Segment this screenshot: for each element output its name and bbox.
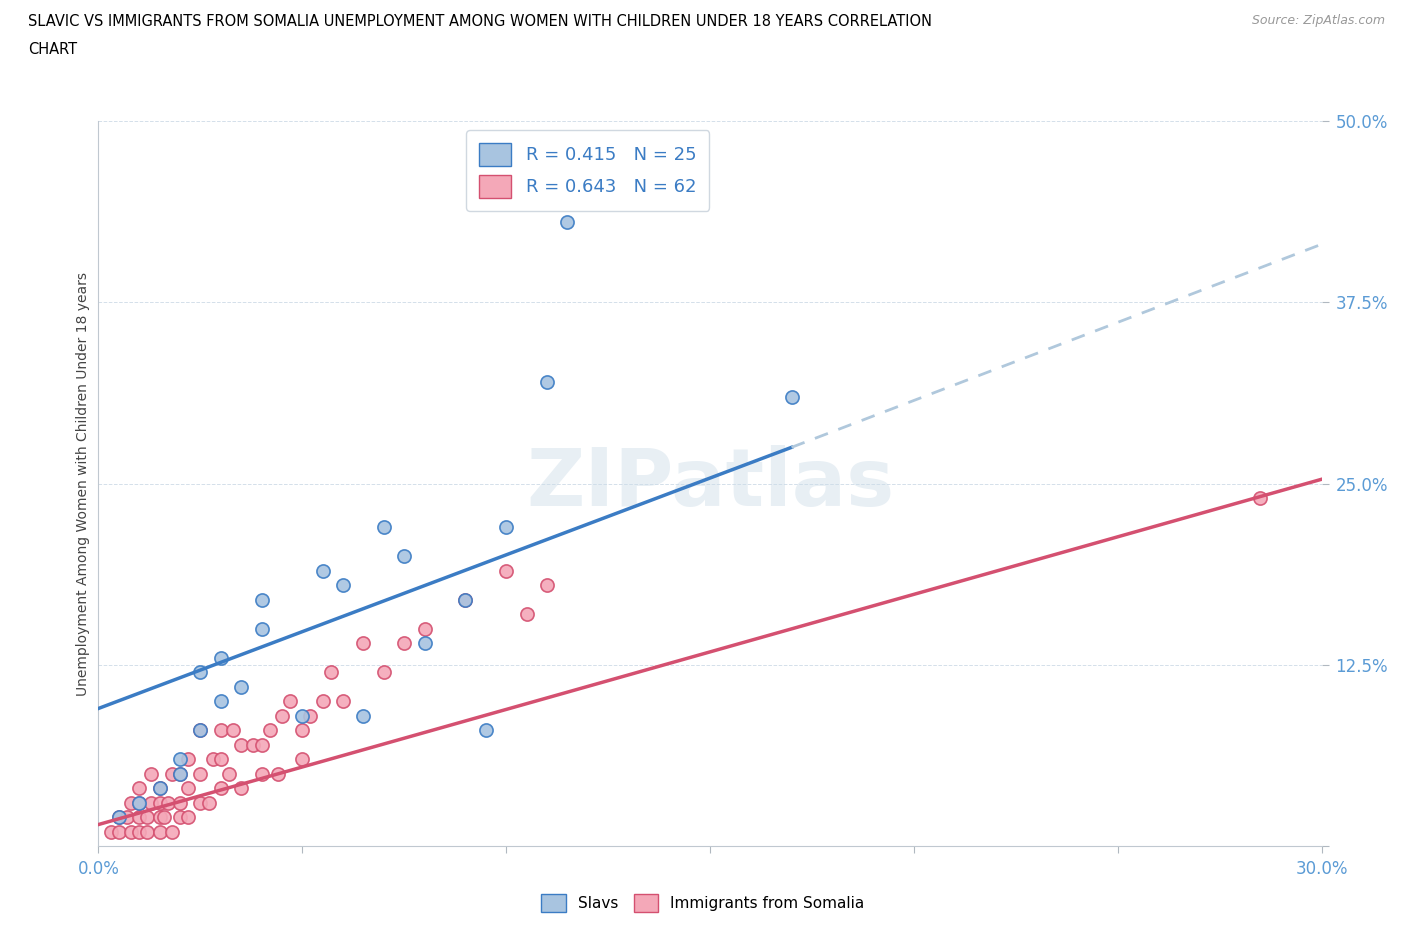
- Point: [352, 636, 374, 651]
- Point: [141, 795, 163, 810]
- Point: [188, 795, 212, 810]
- Point: [120, 795, 142, 810]
- Point: [332, 694, 354, 709]
- Point: [160, 824, 183, 839]
- Point: [495, 564, 517, 578]
- Point: [169, 810, 191, 825]
- Point: [115, 810, 138, 825]
- Point: [231, 737, 253, 752]
- Point: [250, 737, 273, 752]
- Point: [250, 592, 273, 607]
- Point: [177, 751, 200, 766]
- Point: [209, 723, 232, 737]
- Y-axis label: Unemployment Among Women with Children Under 18 years: Unemployment Among Women with Children U…: [76, 272, 90, 696]
- Point: [209, 781, 232, 796]
- Point: [373, 520, 395, 535]
- Point: [128, 810, 150, 825]
- Point: [156, 795, 179, 810]
- Point: [136, 810, 159, 825]
- Point: [516, 606, 538, 621]
- Point: [250, 621, 273, 636]
- Point: [413, 621, 436, 636]
- Point: [270, 709, 294, 724]
- Point: [250, 766, 273, 781]
- Point: [128, 795, 150, 810]
- Text: SLAVIC VS IMMIGRANTS FROM SOMALIA UNEMPLOYMENT AMONG WOMEN WITH CHILDREN UNDER 1: SLAVIC VS IMMIGRANTS FROM SOMALIA UNEMPL…: [28, 14, 932, 29]
- Point: [169, 766, 191, 781]
- Point: [149, 795, 172, 810]
- Point: [780, 389, 803, 404]
- Point: [169, 751, 191, 766]
- Point: [536, 578, 558, 592]
- Point: [312, 564, 335, 578]
- Point: [291, 751, 314, 766]
- Point: [149, 781, 172, 796]
- Point: [1249, 491, 1271, 506]
- Point: [555, 215, 579, 230]
- Point: [291, 723, 314, 737]
- Point: [197, 795, 219, 810]
- Text: ZIPatlas: ZIPatlas: [526, 445, 894, 523]
- Point: [108, 824, 131, 839]
- Point: [392, 549, 416, 564]
- Point: [291, 709, 314, 724]
- Point: [108, 810, 131, 825]
- Point: [319, 665, 342, 680]
- Point: [128, 781, 150, 796]
- Point: [152, 810, 174, 825]
- Point: [222, 723, 245, 737]
- Point: [108, 810, 131, 825]
- Point: [392, 636, 416, 651]
- Point: [141, 766, 163, 781]
- Point: [231, 679, 253, 694]
- Legend: R = 0.415   N = 25, R = 0.643   N = 62: R = 0.415 N = 25, R = 0.643 N = 62: [467, 130, 709, 210]
- Point: [128, 824, 150, 839]
- Point: [495, 520, 517, 535]
- Point: [188, 723, 212, 737]
- Point: [536, 375, 558, 390]
- Point: [209, 694, 232, 709]
- Point: [201, 751, 224, 766]
- Point: [149, 810, 172, 825]
- Point: [149, 781, 172, 796]
- Point: [100, 824, 122, 839]
- Point: [231, 781, 253, 796]
- Point: [169, 795, 191, 810]
- Point: [454, 592, 477, 607]
- Point: [242, 737, 264, 752]
- Point: [177, 810, 200, 825]
- Point: [120, 824, 142, 839]
- Text: CHART: CHART: [28, 42, 77, 57]
- Point: [267, 766, 290, 781]
- Point: [160, 766, 183, 781]
- Text: Source: ZipAtlas.com: Source: ZipAtlas.com: [1251, 14, 1385, 27]
- Point: [136, 824, 159, 839]
- Point: [373, 665, 395, 680]
- Point: [312, 694, 335, 709]
- Point: [454, 592, 477, 607]
- Point: [218, 766, 240, 781]
- Point: [169, 766, 191, 781]
- Point: [278, 694, 301, 709]
- Point: [332, 578, 354, 592]
- Point: [177, 781, 200, 796]
- Point: [299, 709, 322, 724]
- Point: [209, 650, 232, 665]
- Point: [188, 766, 212, 781]
- Point: [188, 665, 212, 680]
- Point: [209, 751, 232, 766]
- Point: [128, 795, 150, 810]
- Point: [149, 824, 172, 839]
- Point: [259, 723, 281, 737]
- Legend: Slavs, Immigrants from Somalia: Slavs, Immigrants from Somalia: [536, 888, 870, 918]
- Point: [474, 723, 498, 737]
- Point: [413, 636, 436, 651]
- Point: [352, 709, 374, 724]
- Point: [188, 723, 212, 737]
